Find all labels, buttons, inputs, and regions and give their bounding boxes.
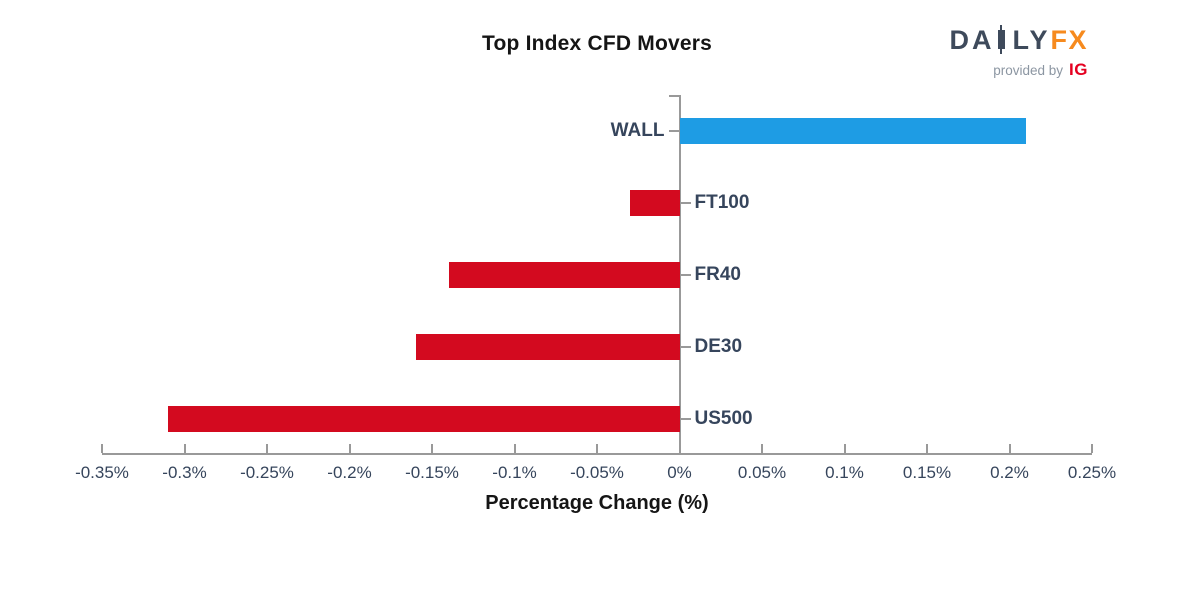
provided-by-text: provided by — [993, 63, 1064, 78]
logo-text-fx: FX — [1050, 25, 1088, 55]
dailyfx-logo: DA LYFX provided by IG — [949, 25, 1088, 80]
bar-fr40 — [448, 262, 680, 288]
x-axis-label: Percentage Change (%) — [485, 492, 709, 514]
x-tick-label: 0.15% — [902, 463, 952, 482]
bar-us500 — [168, 406, 680, 432]
x-tick-mark — [596, 444, 598, 453]
logo-text-ly: LY — [1012, 25, 1051, 55]
bar-wall — [679, 118, 1026, 144]
x-tick-label: -0.3% — [162, 463, 207, 482]
x-tick-mark — [843, 444, 846, 453]
provided-by-line: provided by IG — [949, 60, 1088, 80]
y-tick-mark — [680, 202, 691, 204]
x-tick-mark — [183, 444, 186, 453]
x-tick-label: -0.15% — [405, 463, 459, 482]
x-tick-label: -0.1% — [492, 463, 537, 482]
bar-de30 — [415, 334, 680, 360]
x-tick-label: -0.35% — [75, 463, 129, 482]
x-tick-mark — [266, 444, 268, 453]
x-tick-mark — [348, 444, 351, 453]
x-tick-mark — [926, 444, 928, 453]
candlestick-icon — [998, 25, 1006, 54]
y-tick-mark — [680, 346, 691, 348]
x-tick-label: 0% — [667, 463, 692, 482]
ig-logo: IG — [1069, 60, 1088, 79]
x-tick-label: -0.2% — [327, 463, 372, 482]
x-tick-label: 0.05% — [737, 463, 787, 482]
y-axis-end-tick — [668, 95, 679, 97]
category-label-de30: DE30 — [694, 336, 743, 357]
category-label-ft100: FT100 — [694, 192, 750, 213]
x-tick-label: 0.25% — [1067, 463, 1117, 482]
x-tick-mark — [101, 444, 103, 453]
y-axis-line — [678, 95, 681, 455]
category-label-wall: WALL — [610, 120, 665, 141]
x-tick-mark — [513, 444, 516, 453]
chart-title: Top Index CFD Movers — [482, 32, 712, 55]
category-label-fr40: FR40 — [694, 264, 741, 285]
y-tick-mark — [680, 418, 691, 420]
x-tick-label: 0.1% — [825, 463, 864, 482]
x-tick-mark — [761, 444, 763, 453]
category-label-us500: US500 — [694, 408, 753, 429]
y-tick-mark — [668, 130, 679, 132]
x-tick-label: -0.25% — [240, 463, 294, 482]
x-axis-line — [102, 453, 1092, 455]
x-tick-mark — [431, 444, 433, 453]
x-tick-label: -0.05% — [570, 463, 624, 482]
x-tick-label: 0.2% — [990, 463, 1029, 482]
logo-text-da: DA — [949, 25, 995, 55]
bar-ft100 — [630, 190, 680, 216]
y-tick-mark — [680, 274, 691, 276]
x-tick-mark — [1008, 444, 1011, 453]
x-tick-mark — [1091, 444, 1093, 453]
dailyfx-wordmark: DA LYFX — [949, 25, 1088, 55]
bar-chart-plot-area: -0.35% -0.3% -0.25% -0.2% -0.15% -0.1% -0.05% 0… — [75, 95, 1116, 482]
